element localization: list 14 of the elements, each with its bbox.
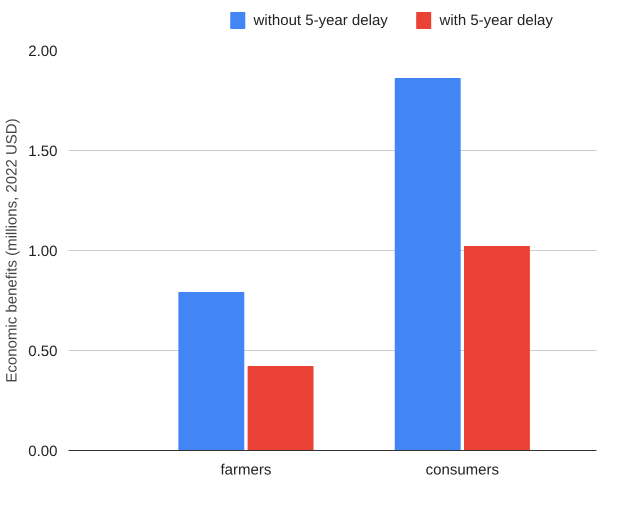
- y-tick-label: 1.00: [28, 243, 58, 260]
- y-tick-label: 0.50: [28, 343, 58, 360]
- legend-label: with 5-year delay: [438, 12, 554, 29]
- bar: [178, 292, 244, 450]
- y-axis-title: Economic benefits (millions, 2022 USD): [3, 118, 20, 383]
- bar: [394, 78, 461, 450]
- y-tick-label: 1.50: [28, 143, 58, 160]
- bar: [464, 246, 530, 450]
- x-tick-label: farmers: [220, 462, 272, 478]
- bar: [248, 366, 314, 450]
- x-tick-label: consumers: [426, 462, 500, 478]
- y-tick-label: 2.00: [28, 43, 58, 60]
- y-tick-label: 0.00: [28, 443, 58, 460]
- legend-label: without 5-year delay: [252, 12, 388, 29]
